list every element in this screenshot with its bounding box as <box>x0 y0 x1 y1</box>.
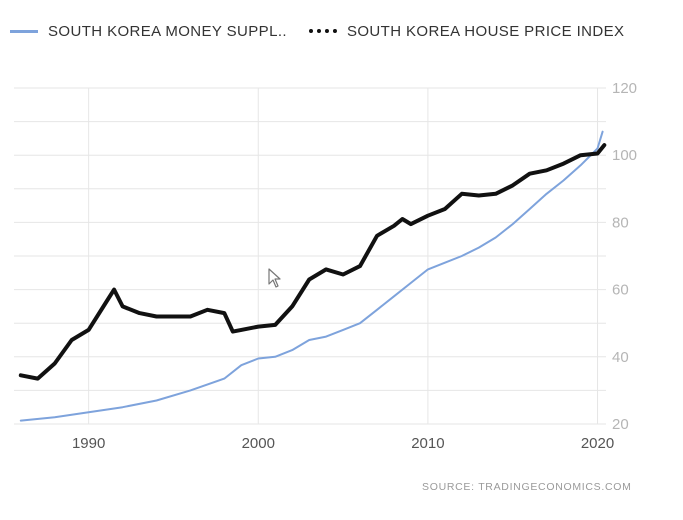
legend-swatch-money-supply <box>10 29 38 33</box>
legend-item-house-price[interactable]: SOUTH KOREA HOUSE PRICE INDEX <box>308 22 625 40</box>
series-lines <box>18 130 607 422</box>
source-attribution: SOURCE: TRADINGECONOMICS.COM <box>422 481 632 493</box>
y-tick-label: 20 <box>612 416 629 433</box>
legend-item-money-supply[interactable]: SOUTH KOREA MONEY SUPPL.. <box>10 23 287 40</box>
chart-legend: SOUTH KOREA MONEY SUPPL.. SOUTH KOREA HO… <box>10 14 624 48</box>
y-tick-label: 80 <box>612 214 629 231</box>
series-line-house-price[interactable] <box>18 143 607 381</box>
x-tick-label: 2000 <box>242 435 275 452</box>
x-tick-label: 1990 <box>72 435 105 452</box>
source-link[interactable]: TRADINGECONOMICS.COM <box>478 481 632 493</box>
y-tick-label: 100 <box>612 147 637 164</box>
source-prefix: SOURCE: <box>422 481 475 493</box>
legend-swatch-house-price <box>308 29 337 33</box>
axis-tick-labels: 20 40 60 80 100 120 1990 2000 2010 2020 <box>72 80 637 452</box>
grid-lines <box>14 87 606 425</box>
x-tick-label: 2020 <box>581 435 614 452</box>
mouse-cursor-icon <box>268 268 281 288</box>
legend-label-money-supply: SOUTH KOREA MONEY SUPPL.. <box>48 22 287 40</box>
y-tick-label: 40 <box>612 349 629 366</box>
x-tick-label: 2010 <box>411 435 444 452</box>
legend-label-house-price: SOUTH KOREA HOUSE PRICE INDEX <box>346 22 625 40</box>
series-line-money-supply[interactable] <box>19 130 604 422</box>
y-tick-label: 60 <box>612 282 629 299</box>
y-tick-label: 120 <box>612 80 637 97</box>
